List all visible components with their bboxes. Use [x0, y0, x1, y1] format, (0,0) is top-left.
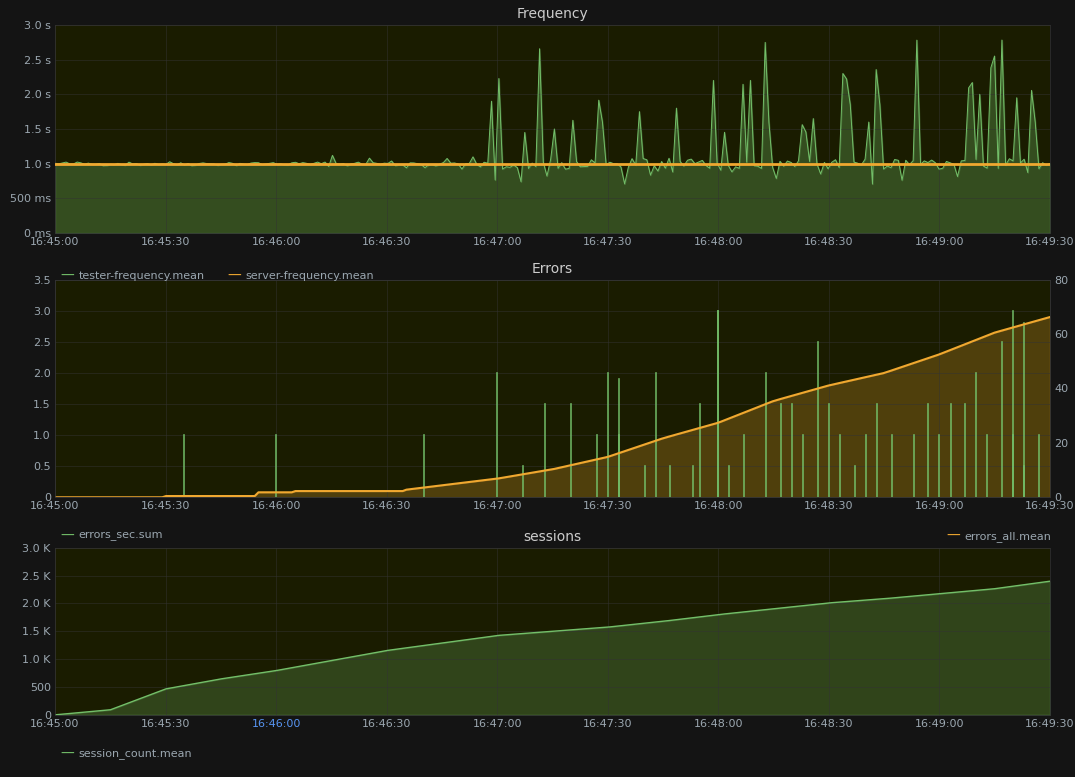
tester-frequency.mean	[618, 179, 631, 189]
Text: —: —	[946, 529, 960, 543]
server-frequency.mean	[200, 159, 213, 169]
Text: errors_all.mean: errors_all.mean	[964, 531, 1051, 542]
Text: session_count.mean: session_count.mean	[78, 748, 192, 759]
server-frequency.mean	[315, 159, 328, 169]
server-frequency.mean	[729, 159, 742, 169]
tester-frequency.mean	[200, 159, 213, 168]
Text: tester-frequency.mean: tester-frequency.mean	[78, 271, 204, 280]
tester-frequency.mean	[389, 161, 402, 170]
tester-frequency.mean	[1044, 159, 1057, 168]
Text: —: —	[60, 747, 74, 761]
Text: —: —	[60, 269, 74, 283]
server-frequency.mean	[618, 159, 631, 169]
Text: errors_sec.sum: errors_sec.sum	[78, 531, 163, 541]
Title: Errors: Errors	[532, 262, 573, 276]
server-frequency.mean	[389, 159, 402, 169]
Text: server-frequency.mean: server-frequency.mean	[245, 271, 374, 280]
Title: Frequency: Frequency	[517, 7, 588, 21]
Text: —: —	[227, 269, 241, 283]
tester-frequency.mean	[729, 162, 742, 172]
server-frequency.mean	[48, 159, 61, 169]
server-frequency.mean	[1044, 159, 1057, 169]
Title: sessions: sessions	[524, 530, 582, 544]
Text: —: —	[60, 529, 74, 543]
tester-frequency.mean	[315, 159, 328, 169]
tester-frequency.mean	[48, 159, 61, 168]
tester-frequency.mean	[995, 36, 1008, 45]
tester-frequency.mean	[86, 159, 99, 169]
tester-frequency.mean	[866, 179, 879, 189]
server-frequency.mean	[86, 159, 99, 169]
Line: tester-frequency.mean: tester-frequency.mean	[55, 40, 1050, 184]
